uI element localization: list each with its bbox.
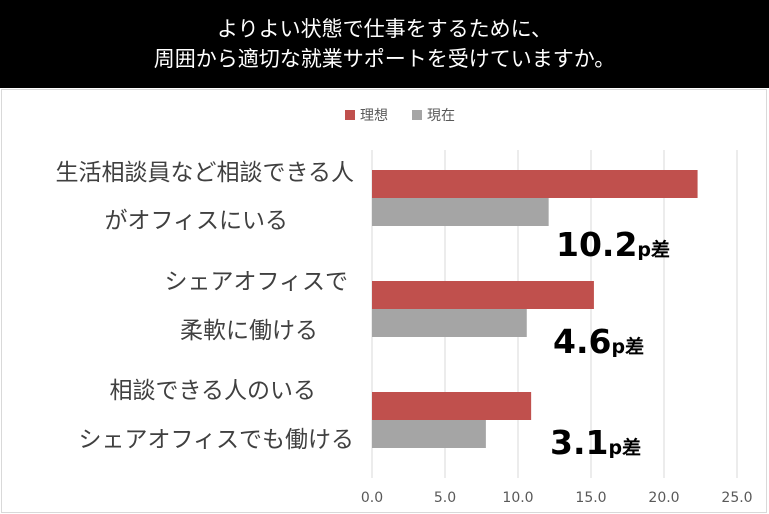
difference-label-3: 3.1p差 bbox=[550, 423, 641, 462]
bar-ideal-1 bbox=[372, 170, 698, 198]
plot-area-border bbox=[1, 89, 767, 513]
category-label-2-line1: シェアオフィスで bbox=[164, 269, 348, 295]
bar-current-1 bbox=[372, 198, 549, 226]
difference-unit-1: p差 bbox=[637, 238, 670, 261]
difference-annotations: 10.2p差 4.6p差 3.1p差 bbox=[550, 225, 670, 462]
bar-current-2 bbox=[372, 309, 527, 337]
category-label-1-line1: 生活相談員など相談できる人 bbox=[55, 160, 354, 186]
x-tick-label-2: 10.0 bbox=[502, 490, 533, 506]
difference-value-3: 3.1 bbox=[550, 423, 608, 462]
difference-label-2: 4.6p差 bbox=[553, 322, 644, 361]
x-tick-label-5: 25.0 bbox=[721, 490, 752, 506]
x-axis-ticks: 0.0 5.0 10.0 15.0 20.0 25.0 bbox=[361, 490, 753, 506]
legend-swatch-current bbox=[412, 110, 422, 120]
bar-ideal-2 bbox=[372, 281, 594, 309]
bars bbox=[372, 170, 698, 448]
title-line-2: 周囲から適切な就業サポートを受けていますか。 bbox=[153, 47, 616, 71]
x-tick-label-0: 0.0 bbox=[361, 490, 383, 506]
category-label-1-line2: がオフィスにいる bbox=[104, 208, 288, 234]
difference-value-2: 4.6 bbox=[553, 322, 611, 361]
legend-swatch-ideal bbox=[345, 110, 355, 120]
difference-label-1: 10.2p差 bbox=[556, 225, 670, 264]
legend-label-current: 現在 bbox=[427, 108, 455, 124]
category-label-3-line2: シェアオフィスでも働ける bbox=[78, 427, 354, 453]
category-label-3-line1: 相談できる人のいる bbox=[109, 378, 316, 404]
category-labels: 生活相談員など相談できる人 がオフィスにいる シェアオフィスで 柔軟に働ける 相… bbox=[55, 160, 354, 453]
bar-ideal-3 bbox=[372, 392, 532, 420]
title-line-1: よりよい状態で仕事をするために、 bbox=[217, 17, 552, 41]
x-tick-label-1: 5.0 bbox=[434, 490, 456, 506]
chart-title: よりよい状態で仕事をするために、 周囲から適切な就業サポートを受けていますか。 bbox=[0, 0, 769, 88]
category-label-2-line2: 柔軟に働ける bbox=[180, 318, 318, 344]
difference-value-1: 10.2 bbox=[556, 225, 637, 264]
legend-label-ideal: 理想 bbox=[360, 108, 388, 124]
difference-unit-3: p差 bbox=[608, 436, 641, 459]
difference-unit-2: p差 bbox=[611, 335, 644, 358]
bar-current-3 bbox=[372, 420, 486, 448]
x-tick-label-3: 15.0 bbox=[575, 490, 606, 506]
legend: 理想 現在 bbox=[345, 108, 455, 124]
x-tick-label-4: 20.0 bbox=[648, 490, 679, 506]
